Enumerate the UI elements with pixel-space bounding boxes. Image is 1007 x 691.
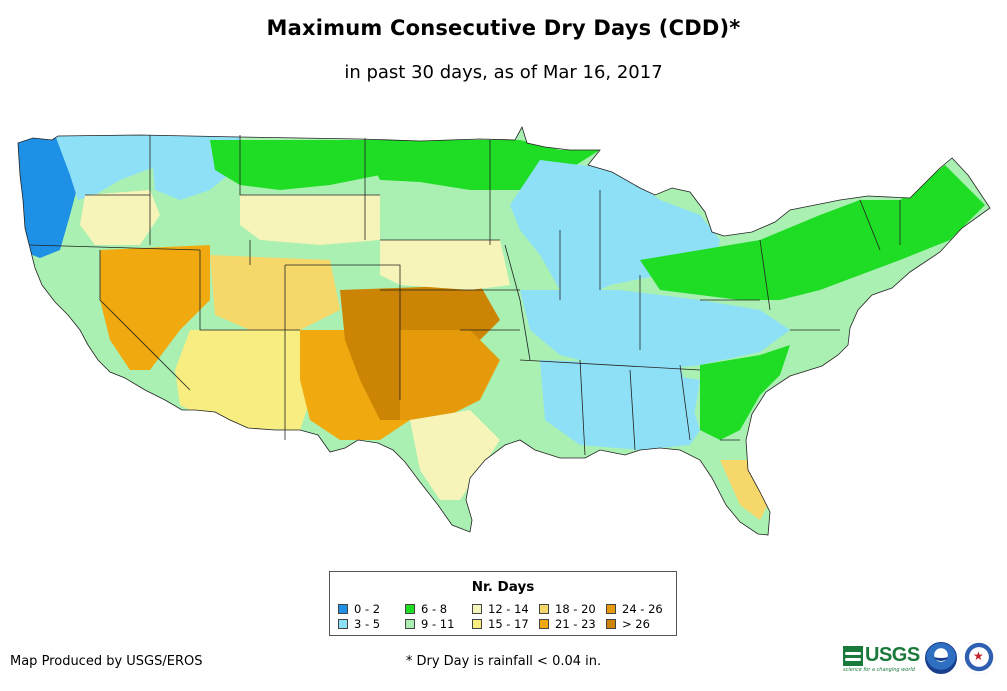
- nws-star-icon: ★: [973, 649, 984, 663]
- state-boundaries: [17, 126, 991, 536]
- dry-day-footnote: * Dry Day is rainfall < 0.04 in.: [405, 654, 602, 669]
- legend-label: 15 - 17: [488, 617, 529, 631]
- legend-label: 9 - 11: [421, 617, 455, 631]
- zone-carolinas: [700, 345, 790, 440]
- legend-item: 18 - 20: [539, 602, 609, 616]
- zone-wyoming: [240, 195, 380, 245]
- legend-swatch: [338, 619, 348, 629]
- usgs-tagline: science for a changing world: [843, 667, 915, 673]
- zone-oregon-east: [80, 190, 160, 245]
- legend-swatch: [338, 604, 348, 614]
- map-credit: Map Produced by USGS/EROS: [10, 654, 203, 669]
- legend-label: 24 - 26: [622, 602, 663, 616]
- zone-southeast: [540, 360, 700, 450]
- usgs-wordmark: USGS: [865, 644, 920, 666]
- zone-northeast: [640, 165, 985, 300]
- legend-item: 9 - 11: [405, 617, 475, 631]
- noaa-bird-icon: [934, 652, 948, 661]
- legend: Nr. Days 0 - 2 3 - 5 6 - 8 9 - 11 12 - 1…: [329, 571, 677, 636]
- legend-swatch: [606, 604, 616, 614]
- legend-swatch: [472, 619, 482, 629]
- legend-swatch: [539, 619, 549, 629]
- legend-item: 12 - 14: [472, 602, 542, 616]
- legend-item: 6 - 8: [405, 602, 475, 616]
- map-title: Maximum Consecutive Dry Days (CDD)*: [266, 16, 741, 40]
- zone-nevada: [100, 245, 210, 370]
- zone-arizona: [175, 330, 310, 430]
- legend-label: 21 - 23: [555, 617, 596, 631]
- zone-nebraska-kansas: [380, 240, 510, 290]
- legend-item: 21 - 23: [539, 617, 609, 631]
- legend-label: > 26: [622, 617, 650, 631]
- legend-item: 0 - 2: [338, 602, 408, 616]
- cdd-zones: [18, 127, 990, 535]
- legend-label: 6 - 8: [421, 602, 448, 616]
- legend-item: 24 - 26: [606, 602, 676, 616]
- zone-montana: [210, 140, 380, 190]
- legend-item: 15 - 17: [472, 617, 542, 631]
- legend-swatch: [606, 619, 616, 629]
- zone-south-texas: [410, 410, 500, 500]
- legend-label: 12 - 14: [488, 602, 529, 616]
- zone-utah: [210, 255, 340, 330]
- legend-label: 3 - 5: [354, 617, 381, 631]
- legend-label: 0 - 2: [354, 602, 381, 616]
- usgs-logo: USGS science for a changing world: [843, 644, 920, 673]
- legend-swatch: [472, 604, 482, 614]
- map-subtitle: in past 30 days, as of Mar 16, 2017: [344, 62, 663, 83]
- legend-swatch: [405, 619, 415, 629]
- legend-title: Nr. Days: [471, 579, 535, 595]
- zone-texas-panhandle: [400, 330, 500, 420]
- legend-label: 18 - 20: [555, 602, 596, 616]
- noaa-logo-icon: [925, 642, 957, 674]
- legend-swatch: [539, 604, 549, 614]
- legend-swatch: [405, 604, 415, 614]
- zone-wa-id: [55, 135, 160, 200]
- usgs-mark-icon: [843, 646, 863, 666]
- legend-item: 3 - 5: [338, 617, 408, 631]
- legend-item: > 26: [606, 617, 676, 631]
- nws-logo-icon: ★: [962, 640, 996, 674]
